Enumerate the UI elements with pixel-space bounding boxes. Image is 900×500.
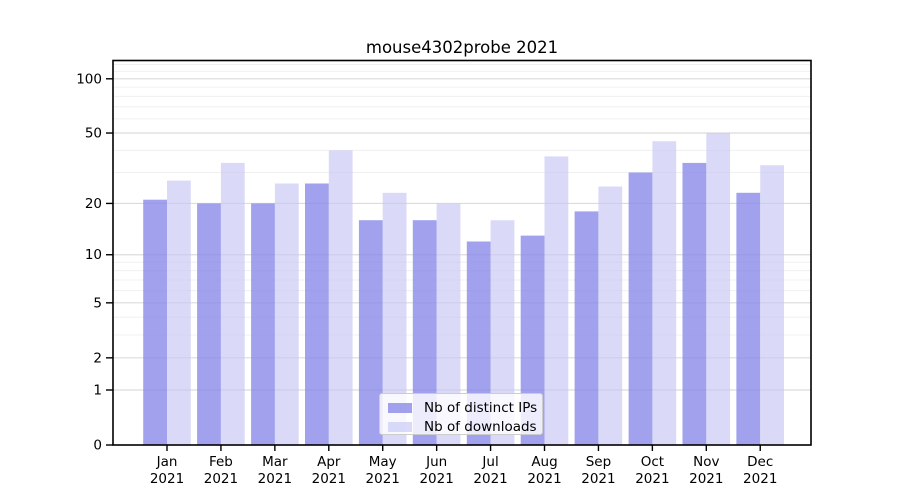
bar-distinct-ips-may [358,220,383,445]
x-tick-label-year: 2021 [635,471,669,487]
bar-distinct-ips-mar [251,203,275,445]
bar-downloads-apr [328,150,353,446]
bar-distinct-ips-aug [520,235,545,445]
bar-downloads-nov [706,133,731,445]
x-tick-label-month: Jul [481,454,498,470]
bar-downloads-aug [544,156,569,445]
legend-swatch-distinct-ips [388,403,412,413]
y-tick-label: 1 [93,383,102,399]
bar-distinct-ips-dec [736,192,761,445]
y-tick-label: 2 [93,350,102,366]
x-tick-label-year: 2021 [527,471,561,487]
bar-distinct-ips-nov [682,162,707,445]
legend-label-distinct-ips: Nb of distinct IPs [424,400,538,416]
x-tick-label-month: Sep [586,454,611,470]
y-tick-label: 20 [85,196,102,212]
bar-distinct-ips-sep [574,211,599,445]
bar-downloads-dec [760,165,784,445]
x-tick-label-month: Jun [425,454,447,470]
legend-item-distinct-ips: Nb of distinct IPs [388,399,542,417]
x-tick-label-month: Mar [262,454,288,470]
bar-downloads-mar [274,183,299,445]
x-tick-label-year: 2021 [258,471,292,487]
bar-downloads-may [382,192,407,445]
legend-item-downloads: Nb of downloads [388,418,542,436]
bar-downloads-jun [436,203,461,445]
legend: Nb of distinct IPs Nb of downloads [379,393,543,435]
x-tick-label-month: Jan [156,454,178,470]
chart-title: mouse4302probe 2021 [365,38,559,57]
x-tick-label-month: Aug [531,454,557,470]
x-tick-label-year: 2021 [581,471,615,487]
x-tick-label-year: 2021 [204,471,238,487]
x-tick-label-month: Apr [317,454,341,470]
x-tick-label-year: 2021 [743,471,777,487]
bar-downloads-jul [490,220,515,445]
x-tick-label-month: Dec [747,454,773,470]
bar-distinct-ips-jan [143,199,167,445]
bar-downloads-feb [220,162,245,445]
y-tick-label: 50 [85,126,102,142]
legend-label-downloads: Nb of downloads [424,419,537,435]
x-tick-label-month: May [369,454,397,470]
y-tick-label: 0 [93,438,102,454]
x-tick-label-year: 2021 [419,471,453,487]
x-tick-label-year: 2021 [312,471,346,487]
bar-distinct-ips-apr [305,183,329,445]
x-tick-label-year: 2021 [689,471,723,487]
bar-downloads-oct [652,141,677,445]
y-tick-label: 5 [93,295,102,311]
x-tick-label-year: 2021 [473,471,507,487]
bar-distinct-ips-oct [628,172,653,445]
bar-distinct-ips-feb [197,203,221,445]
plot-border [112,59,812,446]
x-tick-label-year: 2021 [150,471,184,487]
x-tick-label-month: Nov [693,454,719,470]
y-tick-label: 10 [85,247,102,263]
legend-swatch-downloads [388,422,412,432]
bar-downloads-jan [167,180,191,445]
bar-distinct-ips-jun [412,220,437,445]
x-tick-label-year: 2021 [366,471,400,487]
x-tick-label-month: Feb [209,454,233,470]
x-tick-label-month: Oct [641,454,664,470]
bar-downloads-sep [598,186,623,445]
y-tick-label: 100 [76,71,102,87]
